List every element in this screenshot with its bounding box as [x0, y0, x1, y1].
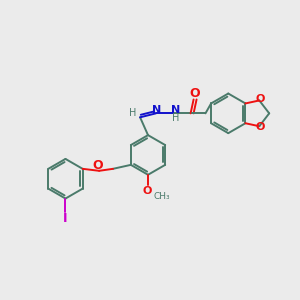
Text: O: O	[93, 159, 104, 172]
Text: O: O	[142, 186, 152, 196]
Text: I: I	[63, 212, 68, 225]
Text: O: O	[256, 94, 265, 104]
Text: O: O	[189, 87, 200, 100]
Text: N: N	[171, 105, 180, 116]
Text: O: O	[256, 122, 265, 132]
Text: N: N	[152, 105, 162, 116]
Text: H: H	[130, 108, 137, 118]
Text: CH₃: CH₃	[154, 192, 171, 201]
Text: H: H	[172, 113, 179, 123]
